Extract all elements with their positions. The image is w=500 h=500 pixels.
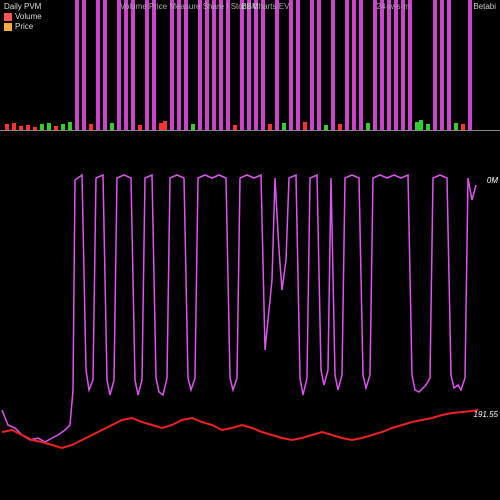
volume-bar (366, 123, 370, 130)
volume-bar (191, 124, 195, 130)
volume-bar (426, 124, 430, 130)
volume-bar (415, 122, 419, 130)
volume-bar (26, 125, 30, 130)
volume-bar (54, 126, 58, 130)
volume-bar (5, 124, 9, 130)
volume-bar (19, 126, 23, 130)
volume-line (2, 175, 476, 442)
volume-bar (268, 124, 272, 130)
chart-subtitle: Volume Price Measure Share / Stock Chart… (120, 2, 289, 11)
volume-bar (454, 123, 458, 130)
chart-svg (0, 0, 500, 500)
price-line (2, 410, 478, 448)
volume-bar (47, 123, 51, 130)
volume-bar (68, 122, 72, 130)
volume-bar (282, 123, 286, 130)
volume-bar (110, 123, 114, 130)
chart-header: Daily PVM Volume Price Measure Share / S… (0, 0, 500, 24)
chart-area: 0M 191.55 (0, 0, 500, 500)
volume-bar (61, 124, 65, 130)
chart-right-label: Betabi (473, 2, 496, 11)
chart-symbol: BBM (241, 2, 258, 11)
volume-bar (324, 125, 328, 130)
price-last-label: 191.55 (474, 410, 498, 419)
volume-bar (233, 125, 237, 130)
volume-bar (419, 120, 423, 130)
volume-bar (303, 122, 307, 130)
volume-bar (159, 123, 163, 130)
daily-pvm-label: Daily PVM (4, 2, 41, 11)
volume-bar (12, 123, 16, 130)
volume-bar (163, 121, 167, 130)
chart-daterange: 24-w-s-m (377, 2, 410, 11)
volume-bar (461, 124, 465, 130)
volume-bar (40, 124, 44, 130)
volume-zero-label: 0M (487, 176, 498, 185)
volume-bar (138, 125, 142, 130)
volume-bar (338, 124, 342, 130)
volume-bar (33, 127, 37, 130)
volume-bar (89, 124, 93, 130)
